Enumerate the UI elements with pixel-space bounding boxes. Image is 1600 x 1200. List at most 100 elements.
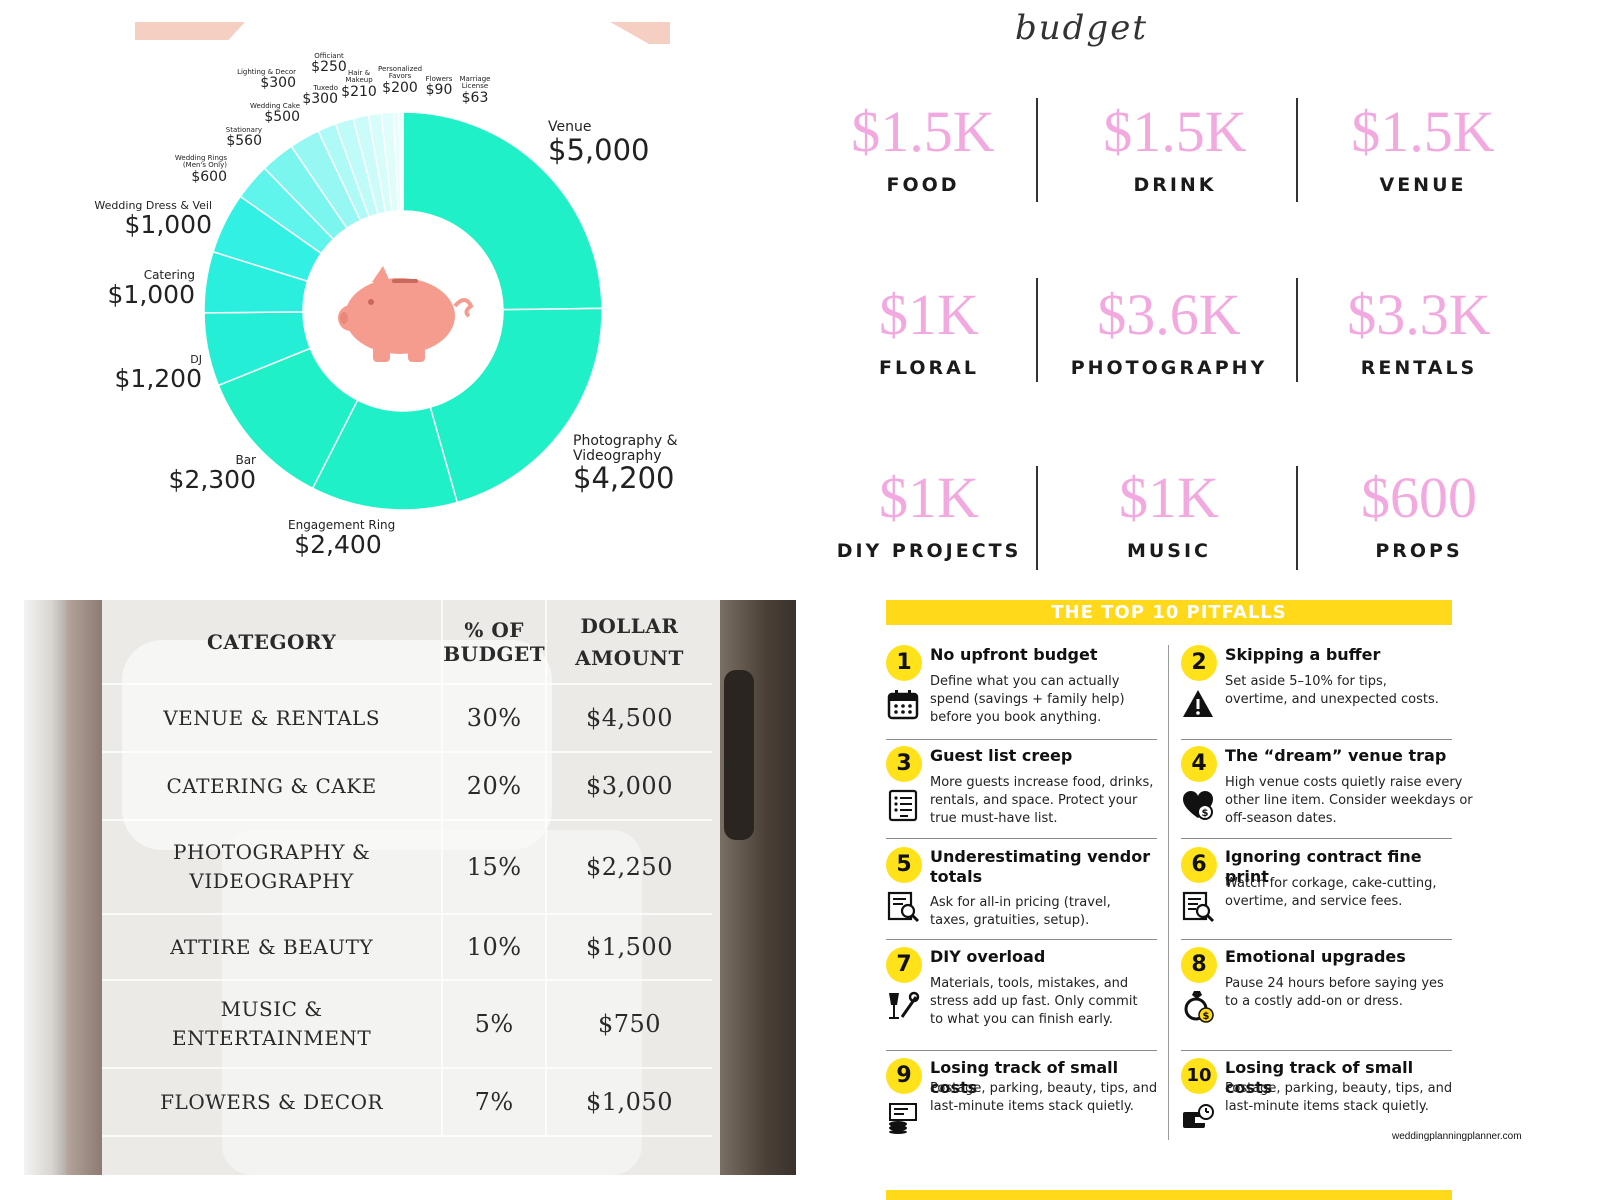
- table-header: % OF BUDGET: [442, 600, 548, 685]
- budget-amount: $3.3K: [1347, 282, 1491, 347]
- budget-cell-props: $600 PROPS: [1294, 466, 1544, 563]
- script-title: budget: [1015, 8, 1148, 48]
- grid-divider: [1036, 278, 1038, 382]
- pitfall-item: 5 Underestimating vendor totals Ask for …: [886, 847, 1161, 947]
- contract-search-icon: [1181, 889, 1215, 923]
- table-cell-amount: $4,500: [546, 684, 712, 753]
- pitfall-item: 2 Skipping a buffer Set aside 5–10% for …: [1181, 645, 1456, 745]
- table-cell-amount: $3,000: [546, 752, 712, 821]
- pitfall-item: 7 DIY overload Materials, tools, mistake…: [886, 947, 1161, 1057]
- row-divider: [886, 838, 1157, 839]
- donut-label-catering: Catering $1,000: [107, 268, 195, 309]
- budget-grid-panel: budget $1.5K FOOD $1.5K DRINK $1.5K VENU…: [800, 0, 1600, 600]
- pitfall-number: 10: [1181, 1058, 1217, 1094]
- pitfall-item: 10 Losing track of small costs Postage, …: [1181, 1058, 1456, 1158]
- row-divider: [1181, 1050, 1452, 1051]
- receipt-coins-icon: [886, 1100, 920, 1134]
- table-cell-category: CATERING & CAKE: [102, 752, 444, 821]
- budget-cell-diy-projects: $1K DIY PROJECTS: [804, 466, 1054, 563]
- table-header-row: CATEGORY % OF BUDGET DOLLAR AMOUNT: [102, 600, 712, 685]
- row-divider: [1181, 739, 1452, 740]
- pitfall-title: Losing track of small costs: [1225, 1058, 1414, 1097]
- warning-icon: [1181, 687, 1215, 721]
- row-divider: [1181, 939, 1452, 940]
- pitfalls-panel: THE TOP 10 PITFALLS 1 No upfront budget …: [870, 600, 1600, 1200]
- pitfall-number: 4: [1181, 746, 1217, 782]
- table-cell-amount: $2,250: [546, 820, 712, 915]
- pitfall-title: The “dream” venue trap: [1225, 746, 1447, 765]
- pitfall-number: 2: [1181, 645, 1217, 681]
- budget-label: FLORAL: [878, 357, 979, 379]
- donut-label-photography: Photography & Videography $4,200: [573, 433, 678, 496]
- table-cell-percent: 20%: [442, 752, 548, 821]
- donut-label-dress-veil: Wedding Dress & Veil $1,000: [94, 199, 212, 239]
- donut-label-tuxedo: Tuxedo $300: [302, 84, 338, 108]
- row-divider: [886, 1050, 1157, 1051]
- heart-dollar-icon: $: [1181, 788, 1215, 822]
- pitfall-description: Watch for corkage, cake-cutting, overtim…: [1225, 876, 1437, 909]
- donut-chart: [203, 111, 603, 511]
- donut-label-engagement-ring: Engagement Ring $2,400: [288, 518, 396, 559]
- table-header: CATEGORY: [102, 600, 444, 685]
- budget-label: VENUE: [1379, 174, 1467, 196]
- donut-label-lighting-decor: Lighting & Decor $300: [237, 68, 296, 92]
- pitfall-title: Ignoring contract fine print: [1225, 847, 1422, 886]
- table-cell-percent: 15%: [442, 820, 548, 915]
- grid-divider: [1036, 466, 1038, 570]
- row-divider: [1181, 838, 1452, 839]
- pitfall-item: 1 No upfront budget Define what you can …: [886, 645, 1161, 745]
- calendar-icon: [886, 687, 920, 721]
- budget-table-panel: CATEGORY % OF BUDGET DOLLAR AMOUNT VENUE…: [24, 600, 796, 1175]
- column-divider: [1168, 645, 1169, 1140]
- pitfall-title: Guest list creep: [930, 746, 1073, 765]
- piggy-bank-icon: [338, 266, 474, 362]
- budget-label: PROPS: [1375, 540, 1463, 562]
- table-row: PHOTOGRAPHY & VIDEOGRAPHY 15% $2,250: [102, 820, 712, 915]
- svg-text:$: $: [1203, 1011, 1210, 1022]
- budget-amount: $1.5K: [851, 99, 995, 164]
- table-cell-amount: $1,500: [546, 914, 712, 981]
- table-row: VENUE & RENTALS 30% $4,500: [102, 684, 712, 753]
- table-row: MUSIC & ENTERTAINMENT 5% $750: [102, 980, 712, 1069]
- table-cell-amount: $1,050: [546, 1068, 712, 1137]
- table-cell-category: MUSIC & ENTERTAINMENT: [102, 980, 444, 1069]
- pitfall-number: 8: [1181, 947, 1217, 983]
- table-cell-percent: 7%: [442, 1068, 548, 1137]
- budget-label: PHOTOGRAPHY: [1070, 357, 1268, 379]
- donut-label-flowers: Flowers $90: [425, 75, 453, 99]
- pitfall-title: Losing track of small costs: [930, 1058, 1119, 1097]
- donut-label-stationary: Stationary $560: [225, 126, 262, 150]
- table-cell-amount: $750: [546, 980, 712, 1069]
- row-divider: [886, 739, 1157, 740]
- pitfall-item: 3 Guest list creep More guests increase …: [886, 746, 1161, 846]
- donut-label-dj: DJ $1,200: [114, 353, 202, 393]
- donut-label-favors: Personalized Favors $200: [378, 65, 423, 96]
- pitfall-description: Ask for all-in pricing (travel, taxes, g…: [930, 895, 1111, 928]
- budget-cell-music: $1K MUSIC: [1044, 466, 1294, 563]
- checklist-icon: [886, 788, 920, 822]
- budget-label: MUSIC: [1126, 540, 1212, 562]
- pitfall-item: 9 Losing track of small costs Postage, p…: [886, 1058, 1161, 1158]
- pitfall-description: Postage, parking, beauty, tips, and last…: [1225, 1081, 1453, 1114]
- donut-label-officiant: Officiant $250: [311, 52, 347, 76]
- pitfall-description: High venue costs quietly raise every oth…: [1225, 775, 1490, 826]
- table-row: ATTIRE & BEAUTY 10% $1,500: [102, 914, 712, 981]
- pitfall-description: Set aside 5–10% for tips, overtime, and …: [1225, 674, 1439, 707]
- tools-icon: [886, 989, 920, 1023]
- table-row: FLOWERS & DECOR 7% $1,050: [102, 1068, 712, 1137]
- budget-amount: $1.5K: [1351, 99, 1495, 164]
- svg-text:$: $: [1202, 808, 1209, 819]
- pitfall-item: 4 $ The “dream” venue trap High venue co…: [1181, 746, 1473, 846]
- pitfalls-banner: THE TOP 10 PITFALLS: [886, 600, 1452, 625]
- pitfall-number: 6: [1181, 847, 1217, 883]
- pitfall-item: 6 Ignoring contract fine print Watch for…: [1181, 847, 1456, 947]
- budget-amount: $1K: [879, 282, 979, 347]
- budget-cell-drink: $1.5K DRINK: [1050, 100, 1300, 197]
- table-cell-percent: 10%: [442, 914, 548, 981]
- budget-label: DIY PROJECTS: [836, 540, 1022, 562]
- pitfall-title: No upfront budget: [930, 645, 1098, 664]
- pitfall-title: DIY overload: [930, 947, 1046, 966]
- table-cell-percent: 5%: [442, 980, 548, 1069]
- footer-strip: [886, 1190, 1452, 1200]
- budget-cell-venue: $1.5K VENUE: [1298, 99, 1548, 197]
